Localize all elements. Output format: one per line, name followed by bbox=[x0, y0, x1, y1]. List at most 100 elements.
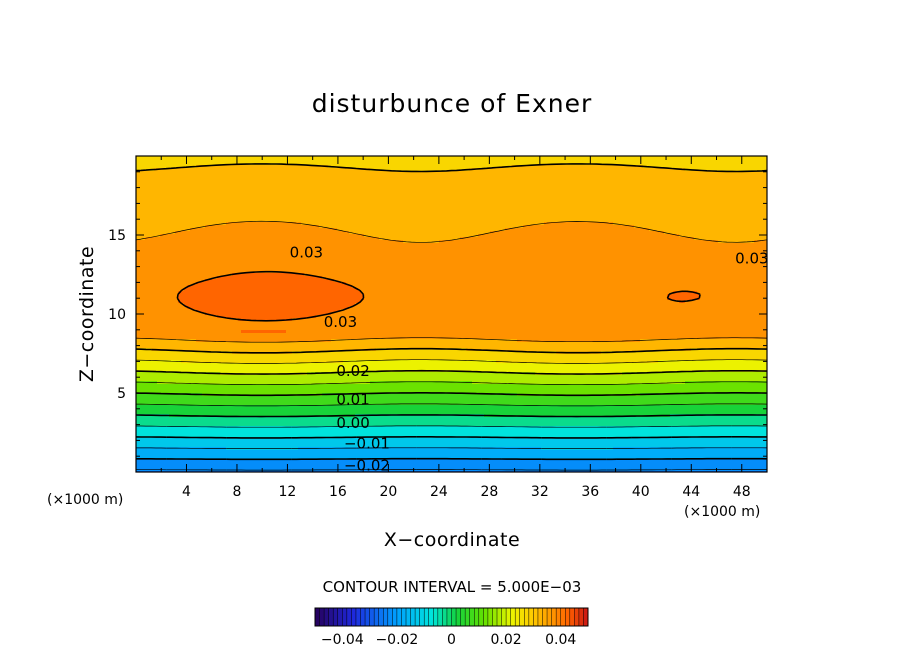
contour-cell bbox=[289, 159, 293, 163]
contour-cell bbox=[331, 159, 335, 163]
contour-cell bbox=[394, 159, 398, 163]
contour-cell bbox=[361, 159, 365, 163]
contour-cell bbox=[268, 159, 272, 163]
contour-cell bbox=[280, 156, 284, 160]
contour-cell bbox=[634, 156, 638, 160]
contour-cell bbox=[517, 156, 521, 160]
contour-cell bbox=[259, 159, 263, 163]
contour-cell bbox=[625, 156, 629, 160]
contour-cell bbox=[502, 156, 506, 160]
contour-cell bbox=[370, 159, 374, 163]
contour-cell bbox=[313, 156, 317, 160]
contour-cell bbox=[148, 159, 152, 163]
contour-cell bbox=[229, 159, 233, 163]
contour-cell bbox=[685, 156, 689, 160]
contour-cell bbox=[301, 156, 305, 160]
contour-cell bbox=[733, 156, 737, 160]
contour-cell bbox=[751, 156, 755, 160]
contour-cell bbox=[226, 159, 230, 163]
contour-cell bbox=[400, 156, 404, 160]
contour-cell bbox=[454, 156, 458, 160]
contour-cell bbox=[316, 156, 320, 160]
contour-cell bbox=[691, 156, 695, 160]
contour-cell bbox=[244, 156, 248, 160]
contour-cell bbox=[409, 156, 413, 160]
contour-cell bbox=[172, 156, 176, 160]
contour-cell bbox=[217, 159, 221, 163]
contour-cell bbox=[283, 159, 287, 163]
contour-cell bbox=[697, 156, 701, 160]
contour-cell bbox=[292, 159, 296, 163]
contour-cell bbox=[301, 159, 305, 163]
contour-cell bbox=[508, 156, 512, 160]
contour-cell bbox=[379, 156, 383, 160]
contour-cell bbox=[190, 156, 194, 160]
contour-cell bbox=[280, 159, 284, 163]
contour-cell bbox=[244, 159, 248, 163]
contour-cell bbox=[337, 156, 341, 160]
contour-cell bbox=[265, 156, 269, 160]
chart-title: disturbunce of Exner bbox=[312, 89, 593, 118]
contour-cell bbox=[208, 156, 212, 160]
contour-cell bbox=[319, 159, 323, 163]
contour-cell bbox=[391, 159, 395, 163]
contour-cell bbox=[376, 156, 380, 160]
contour-cell bbox=[199, 156, 203, 160]
contour-cell bbox=[337, 159, 341, 163]
contour-cell bbox=[256, 159, 260, 163]
contour-cell bbox=[451, 156, 455, 160]
contour-cell bbox=[349, 159, 353, 163]
contour-cell bbox=[322, 156, 326, 160]
contour-cell bbox=[469, 156, 473, 160]
contour-cell bbox=[382, 159, 386, 163]
contour-cell bbox=[175, 159, 179, 163]
contour-cell bbox=[526, 156, 530, 160]
contour-cell bbox=[211, 156, 215, 160]
contour-cell bbox=[253, 159, 257, 163]
contour-fill bbox=[136, 156, 767, 472]
contour-cell bbox=[712, 156, 716, 160]
contour-cell bbox=[523, 156, 527, 160]
contour-cell bbox=[172, 159, 176, 163]
contour-cell bbox=[391, 156, 395, 160]
contour-cell bbox=[409, 159, 413, 163]
contour-cell bbox=[586, 156, 590, 160]
contour-cell bbox=[139, 159, 143, 163]
contour-cell bbox=[388, 159, 392, 163]
contour-cell bbox=[433, 156, 437, 160]
contour-cell bbox=[592, 156, 596, 160]
contour-cell bbox=[577, 156, 581, 160]
contour-cell bbox=[178, 159, 182, 163]
contour-cell bbox=[325, 159, 329, 163]
contour-cell bbox=[343, 156, 347, 160]
contour-cell bbox=[136, 159, 140, 163]
contour-cell bbox=[574, 156, 578, 160]
contour-cell bbox=[610, 156, 614, 160]
contour-cell bbox=[154, 159, 158, 163]
contour-cell bbox=[355, 159, 359, 163]
contour-cell bbox=[304, 159, 308, 163]
contour-cell bbox=[436, 156, 440, 160]
contour-cell bbox=[208, 159, 212, 163]
contour-cell bbox=[256, 156, 260, 160]
contour-cell bbox=[475, 156, 479, 160]
contour-cell bbox=[163, 156, 167, 160]
contour-cell bbox=[481, 156, 485, 160]
contour-cell bbox=[157, 159, 161, 163]
contour-cell bbox=[721, 156, 725, 160]
contour-cell bbox=[532, 156, 536, 160]
contour-cell bbox=[430, 156, 434, 160]
contour-cell bbox=[295, 156, 299, 160]
contour-cell bbox=[682, 156, 686, 160]
contour-cell bbox=[709, 156, 713, 160]
contour-cell bbox=[652, 156, 656, 160]
contour-cell bbox=[640, 156, 644, 160]
contour-cell bbox=[319, 156, 323, 160]
contour-cell bbox=[484, 156, 488, 160]
contour-cell bbox=[334, 159, 338, 163]
contour-cell bbox=[289, 156, 293, 160]
contour-cell bbox=[568, 156, 572, 160]
contour-cell bbox=[232, 156, 236, 160]
contour-cell bbox=[403, 156, 407, 160]
contour-cell bbox=[601, 156, 605, 160]
